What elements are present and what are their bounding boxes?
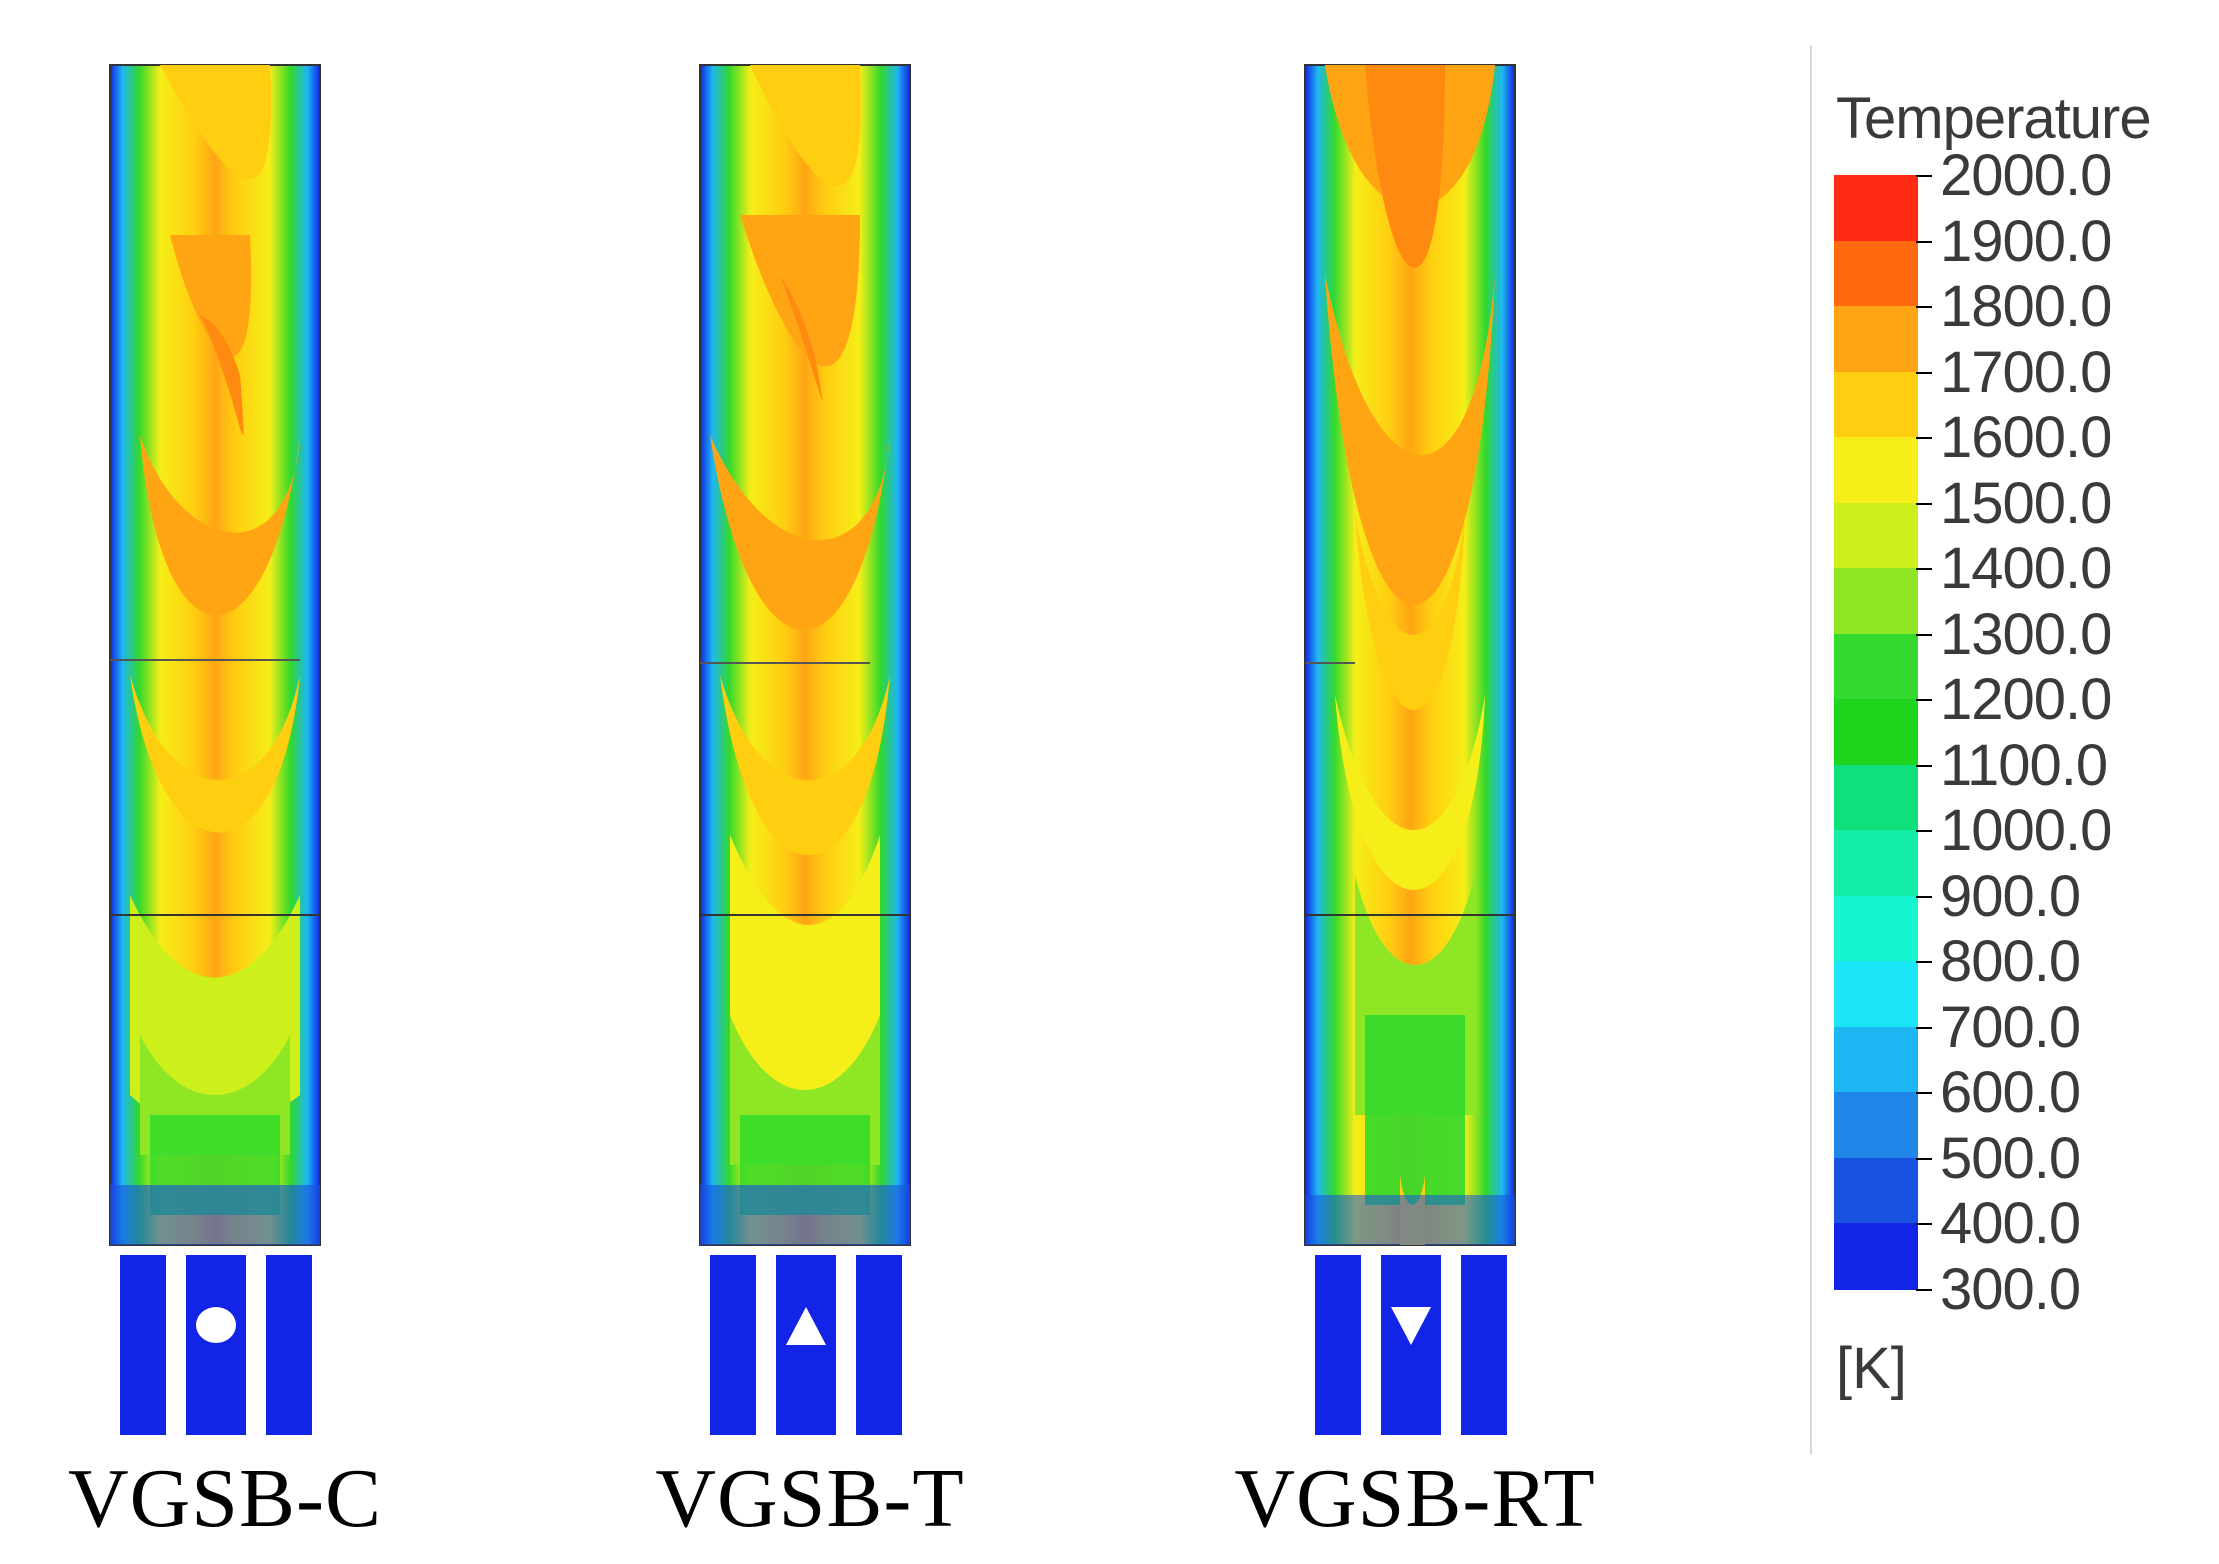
- legend-value: 1200.0: [1940, 667, 2112, 732]
- legend-tick: [1916, 437, 1932, 439]
- legend-value: 1500.0: [1940, 470, 2112, 536]
- legend-swatch: [1834, 568, 1918, 635]
- legend-value: 300.0: [1940, 1256, 2081, 1322]
- legend-value: 1800.0: [1940, 274, 2112, 339]
- legend-value: 1400.0: [1940, 536, 2112, 601]
- legend-swatch: [1834, 764, 1918, 831]
- legend-tick: [1916, 371, 1932, 374]
- legend-swatch: [1834, 633, 1918, 700]
- bluff-body-triangle-up-icon: [786, 1307, 826, 1345]
- legend-tick: [1916, 1157, 1932, 1160]
- legend-tick: [1916, 1288, 1932, 1291]
- legend-value: 700.0: [1940, 994, 2081, 1060]
- legend-value: 1100.0: [1940, 732, 2108, 798]
- legend-value: 1300.0: [1940, 601, 2112, 667]
- legend-value: 600.0: [1940, 1060, 2081, 1125]
- temperature-contour-vgsb-c: [109, 64, 321, 1435]
- temperature-contour-vgsb-rt: [1304, 64, 1516, 1435]
- legend-swatch: [1834, 437, 1918, 504]
- legend-value: 1900.0: [1940, 208, 2112, 274]
- legend-tick: [1916, 961, 1932, 963]
- legend-swatch: [1834, 699, 1918, 766]
- legend-value: 800.0: [1940, 929, 2081, 994]
- legend-color-bar: [1834, 175, 1918, 1290]
- legend-tick: [1916, 699, 1932, 701]
- legend-swatch: [1834, 1092, 1918, 1159]
- case-label-vgsb-c: VGSB-C: [67, 1452, 383, 1545]
- legend-tick: [1916, 633, 1932, 636]
- temperature-contour-vgsb-t: [699, 64, 911, 1435]
- legend-value: 2000.0: [1940, 143, 2112, 208]
- legend-swatch: [1834, 830, 1918, 897]
- legend-value: 1700.0: [1940, 339, 2112, 405]
- legend-tick: [1916, 1223, 1932, 1225]
- contour-panel-vgsb-c: [100, 55, 340, 1455]
- legend-tick: [1916, 895, 1932, 898]
- legend-swatch: [1834, 175, 1918, 242]
- legend-value: 1000.0: [1940, 798, 2112, 863]
- legend-tick: [1916, 1092, 1932, 1094]
- case-label-vgsb-rt: VGSB-RT: [1234, 1452, 1596, 1545]
- legend-tick: [1916, 306, 1932, 308]
- legend-value: 900.0: [1940, 863, 2081, 929]
- legend-swatch: [1834, 240, 1918, 307]
- legend-tick: [1916, 764, 1932, 767]
- contour-panel-vgsb-t: [690, 55, 930, 1455]
- legend-swatch: [1834, 1223, 1918, 1290]
- legend-unit: [K]: [1836, 1336, 1907, 1401]
- legend-swatch: [1834, 502, 1918, 569]
- temperature-legend: Temperature 2000.0 1900.0 1800.0 1700.0 1600…: [1810, 45, 2212, 1455]
- legend-swatch: [1834, 961, 1918, 1028]
- legend-tick: [1916, 502, 1932, 505]
- bluff-body-circle-icon: [196, 1307, 236, 1343]
- legend-value: 500.0: [1940, 1125, 2081, 1191]
- bluff-body-triangle-down-icon: [1391, 1307, 1431, 1345]
- legend-value: 1600.0: [1940, 405, 2112, 470]
- legend-swatch: [1834, 1157, 1918, 1224]
- legend-swatch: [1834, 306, 1918, 373]
- legend-tick: [1916, 568, 1932, 570]
- legend-swatch: [1834, 371, 1918, 438]
- legend-tick: [1916, 240, 1932, 243]
- legend-value: 400.0: [1940, 1191, 2081, 1256]
- contour-panel-vgsb-rt: [1295, 55, 1535, 1455]
- legend-tick: [1916, 1026, 1932, 1029]
- legend-swatch: [1834, 895, 1918, 962]
- legend-title: Temperature: [1836, 86, 2152, 151]
- legend-tick: [1916, 175, 1932, 177]
- legend-tick: [1916, 830, 1932, 832]
- case-label-vgsb-t: VGSB-T: [655, 1452, 965, 1545]
- legend-swatch: [1834, 1026, 1918, 1093]
